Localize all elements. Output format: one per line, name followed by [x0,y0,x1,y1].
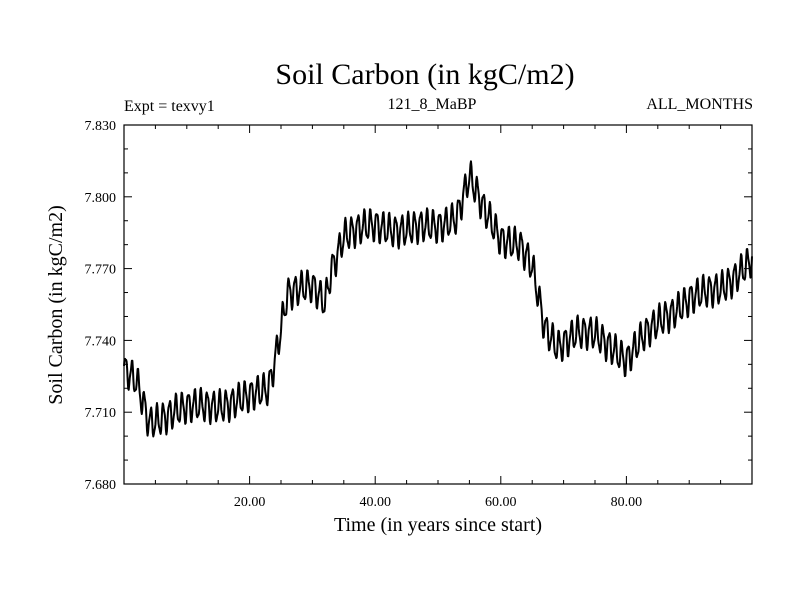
y-axis-label: Soil Carbon (in kgC/m2) [45,205,67,404]
x-tick-label: 80.00 [611,495,643,510]
months-label: ALL_MONTHS [646,96,753,113]
plot-frame [123,124,753,485]
period-label: 121_8_MaBP [388,96,477,113]
y-axis-ticks: 7.680 7.710 7.740 7.770 7.800 7.830 [85,119,752,493]
y-tick-label: 7.680 [85,478,117,493]
x-tick-label: 40.00 [359,495,391,510]
x-axis-label: Time (in years since start) [334,514,542,536]
x-tick-label: 60.00 [485,495,517,510]
y-tick-label: 7.830 [85,119,117,134]
y-tick-label: 7.800 [85,191,117,206]
x-axis-ticks: 20.00 40.00 60.00 80.00 [154,125,722,510]
y-tick-label: 7.710 [85,406,117,421]
chart-title: Soil Carbon (in kgC/m2) [275,58,574,91]
y-tick-label: 7.770 [85,263,117,278]
x-tick-label: 20.00 [234,495,266,510]
soil-carbon-series-line [123,160,753,438]
y-tick-label: 7.740 [85,334,117,349]
experiment-label: Expt = texvy1 [124,98,215,115]
